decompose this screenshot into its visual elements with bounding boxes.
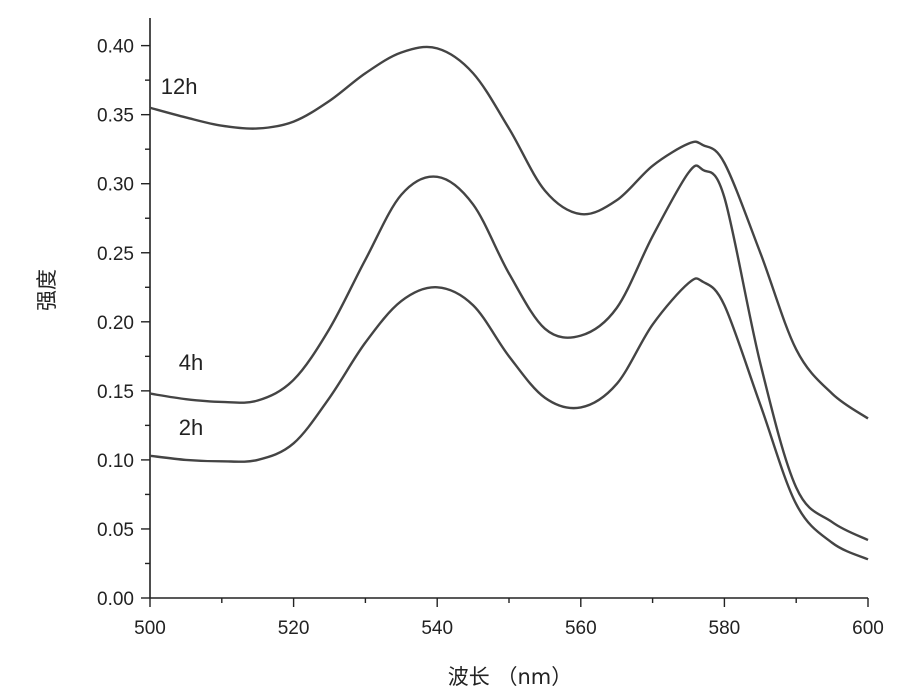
y-tick-label: 0.25 (97, 244, 134, 265)
y-tick-label: 0.40 (97, 37, 134, 58)
y-tick-label: 0.20 (97, 313, 134, 334)
x-tick-label: 500 (134, 618, 166, 639)
series-label-12h: 12h (161, 74, 198, 99)
x-axis-title: 波长 （nm） (448, 665, 572, 689)
series-label-4h: 4h (179, 350, 203, 375)
y-tick-label: 0.00 (97, 589, 134, 610)
x-tick-label: 520 (278, 618, 310, 639)
y-tick-label: 0.30 (97, 175, 134, 196)
series-line-4h (149, 164, 869, 542)
y-tick-label: 0.15 (97, 382, 134, 403)
x-tick-label: 560 (565, 618, 597, 639)
series-labels: 12h 4h 2h (161, 74, 203, 440)
series-line-12h (149, 45, 869, 420)
y-tick-label: 0.05 (97, 520, 134, 541)
x-axis-ticks: 500 520 540 560 580 600 (134, 598, 884, 639)
x-tick-label: 580 (709, 618, 741, 639)
series-line-2h (149, 277, 869, 561)
axes (149, 18, 868, 599)
y-axis-ticks: 0.00 0.05 0.10 0.15 0.20 0.25 0.30 0.35 0.40 (97, 37, 150, 610)
x-tick-label: 600 (852, 618, 884, 639)
series-label-2h: 2h (179, 415, 203, 440)
x-tick-label: 540 (421, 618, 453, 639)
y-tick-label: 0.35 (97, 106, 134, 127)
y-axis-title: 强度 (35, 269, 59, 311)
y-tick-label: 0.10 (97, 451, 134, 472)
series-lines (149, 45, 869, 561)
